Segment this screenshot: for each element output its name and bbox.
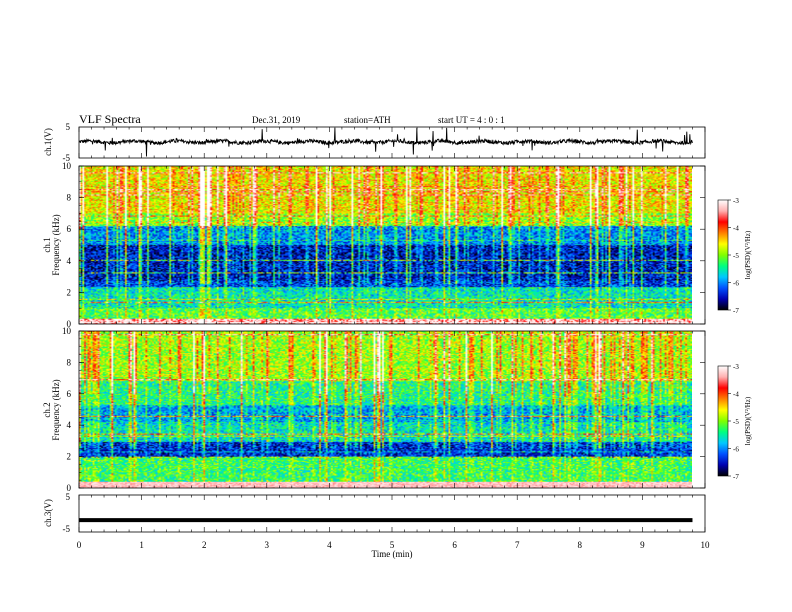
time-xtick-label-7: 7 [515,540,520,550]
ch1-frequency-ylabel: Frequency (kHz) [51,214,61,275]
ch2-freq-ytick-label-1: 2 [67,452,72,462]
ch1-colorbar-label: log(PSD)(V²/Hz) [744,230,752,279]
cb1-tick-label-0: -3 [733,197,739,205]
station-label: station=ATH [344,115,391,125]
cb1-tick-label-1: -4 [733,225,739,233]
ch2-colorbar-ticks: -3 -4 -5 -6 -7 [728,363,739,481]
time-xlabel: Time (min) [372,549,413,559]
cb1-tick-label-4: -7 [733,307,739,315]
ch1-colorbar-ticks: -3 -4 -5 -6 -7 [728,197,739,315]
ch3-waveform-frame [79,495,705,532]
ch2-spectrogram-image [79,331,692,488]
ch3-waveform-ylabel: ch.3(V) [43,499,53,527]
ch3-waveform-ytick-bottom: -5 [63,524,71,534]
time-xtick-label-9: 9 [640,540,645,550]
ch1-spectrogram-image [79,166,692,324]
ch1-freq-ytick-label-3: 6 [67,224,72,234]
ch1-waveform-ylabel: ch.1(V) [43,128,53,156]
ch2-colorbar-gradient [718,366,728,476]
ch1-colorbar-gradient [718,200,728,310]
ch2-freq-ytick-label-3: 6 [67,389,72,399]
time-xtick-label-6: 6 [452,540,457,550]
ch1-colorbar: -3 -4 -5 -6 -7 log(PSD)(V²/Hz) [718,197,752,315]
ch2-freq-ytick-label-5: 10 [62,326,72,336]
time-xtick-label-1: 1 [139,540,144,550]
date-label: Dec.31, 2019 [252,115,301,125]
cb1-tick-label-3: -6 [733,280,739,288]
time-xtick-label-2: 2 [202,540,207,550]
time-xtick-label-8: 8 [578,540,583,550]
time-xtick-label-3: 3 [265,540,270,550]
cb2-tick-label-4: -7 [733,473,739,481]
time-xtick-label-4: 4 [327,540,332,550]
time-xtick-label-10: 10 [701,540,711,550]
ch2-frequency-ylabel: Frequency (kHz) [51,379,61,440]
ch1-freq-ytick-label-5: 10 [62,161,72,171]
ch3-waveform-panel: ch.3(V) 5 -5 0 1 2 3 4 5 6 7 8 9 10 Time (min) [43,492,710,559]
cb2-tick-label-2: -5 [733,418,739,426]
ch2-colorbar-label: log(PSD)(V²/Hz) [744,396,752,445]
ch2-freq-ytick-label-4: 8 [67,357,72,367]
ch3-waveform-ytick-top: 5 [66,492,71,502]
cb2-tick-label-1: -4 [733,391,739,399]
start-time-label: start UT = 4 : 0 : 1 [438,115,505,125]
ch1-waveform-ytick-top: 5 [66,122,71,132]
ch1-freq-ytick-label-1: 2 [67,287,72,297]
figure-title: VLF Spectra [79,112,141,126]
cb1-tick-label-2: -5 [733,252,739,260]
ch1-waveform-panel: ch.1(V) 5 -5 [43,122,705,163]
time-xtick-label-0: 0 [77,540,82,550]
ch1-freq-ytick-label-4: 8 [67,193,72,203]
ch1-freq-ytick-label-2: 4 [67,256,72,266]
cb2-tick-label-0: -3 [733,363,739,371]
ch2-freq-ytick-label-2: 4 [67,420,72,430]
cb2-tick-label-3: -6 [733,446,739,454]
ch2-colorbar: -3 -4 -5 -6 -7 log(PSD)(V²/Hz) [718,363,752,481]
